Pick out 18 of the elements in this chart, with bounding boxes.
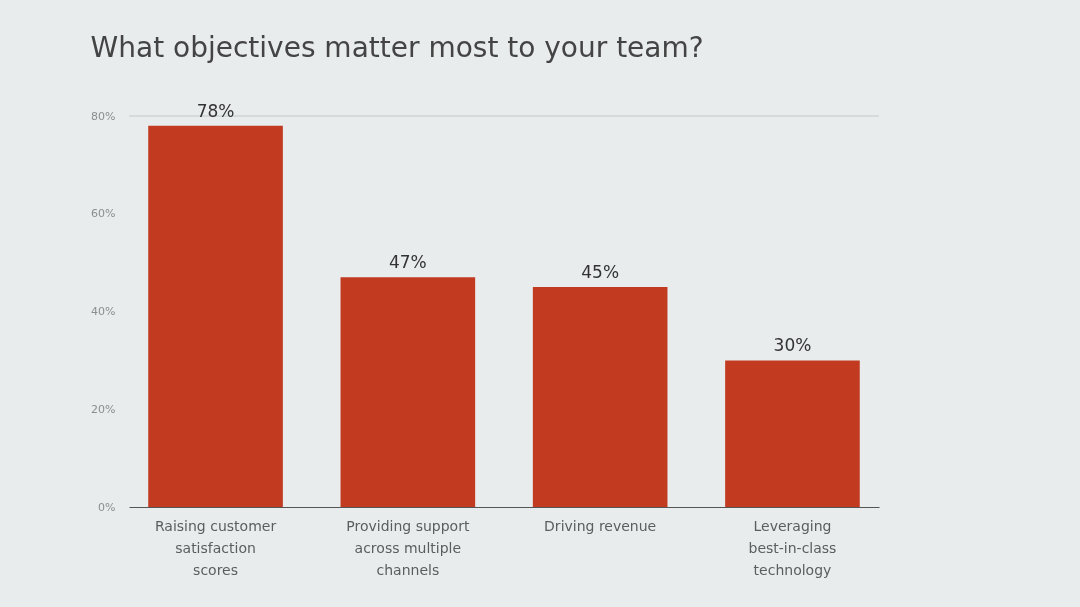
data-label: 45%: [581, 262, 620, 283]
data-label: 47%: [388, 252, 427, 273]
bar: [148, 125, 283, 507]
y-tick-label: 40%: [91, 305, 116, 318]
data-label: 78%: [196, 100, 235, 121]
x-tick-label: Providing support across multiple channels: [346, 517, 470, 578]
y-tick-label: 0%: [98, 500, 116, 514]
y-tick-label: 80%: [91, 109, 116, 123]
x-tick-label: Raising customer satisfaction scores: [154, 517, 277, 578]
data-label: 30%: [773, 335, 812, 356]
bar: [340, 277, 476, 507]
bar: [532, 287, 668, 507]
y-tick-label: 60%: [91, 207, 116, 221]
y-tick-label: 20%: [91, 402, 116, 416]
chart-title: What objectives matter most to your team?: [90, 30, 704, 64]
x-tick-label: Driving revenue: [544, 517, 657, 534]
x-tick-label: Leveraging best-in-class technology: [748, 517, 837, 578]
bar: [725, 360, 860, 507]
